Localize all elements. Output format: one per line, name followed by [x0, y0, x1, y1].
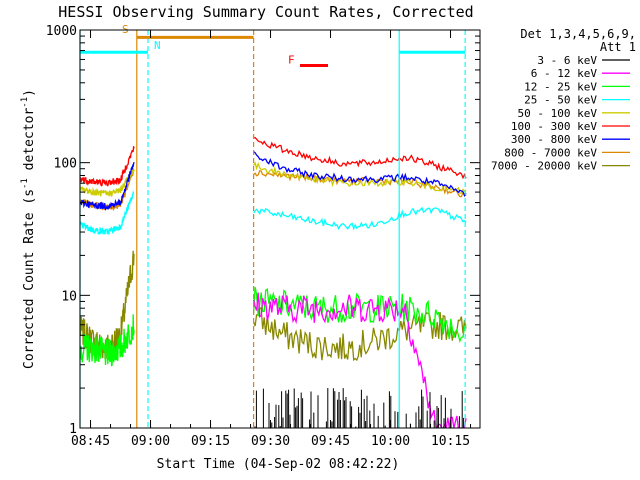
- vertical-markers: [79, 30, 466, 428]
- series-line-6-12-kev-seg2: [252, 292, 467, 428]
- y-tick-label-2: 100: [54, 157, 77, 172]
- legend-header-line1: Det 1,3,4,5,6,9,: [520, 27, 636, 41]
- y-tick-label-1: 10: [61, 289, 77, 304]
- attenuator-bars: N S F: [80, 23, 466, 68]
- series-line-100-300-kev-seg2: [253, 136, 467, 180]
- legend-label-2: 12 - 25 keV: [524, 80, 597, 93]
- series-line-7000-20000-kev-seg2: [252, 306, 467, 362]
- legend-label-4: 50 - 100 keV: [518, 107, 598, 120]
- legend-label-1: 6 - 12 keV: [531, 67, 598, 80]
- x-tick-label-1: 09:00: [131, 434, 170, 449]
- series-line-50-100-kev-seg1: [80, 169, 135, 198]
- legend-label-7: 800 - 7000 keV: [504, 146, 597, 159]
- series-line-300-800-kev-seg1: [80, 162, 135, 211]
- x-tick-label-2: 09:15: [191, 434, 230, 449]
- series-line-50-100-kev-seg2: [253, 161, 467, 195]
- y-label-part3: ): [22, 89, 37, 97]
- y-tick-label-0: 1: [69, 422, 77, 437]
- x-tick-label-6: 10:15: [431, 434, 470, 449]
- series-line-25-50-kev-seg1: [80, 190, 135, 235]
- plot-frame: [79, 29, 481, 429]
- x-tick-label-4: 09:45: [311, 434, 350, 449]
- series-line-300-800-kev-seg2: [253, 151, 467, 198]
- legend-label-3: 25 - 50 keV: [524, 94, 597, 107]
- flag-label-f: F: [288, 53, 295, 66]
- series-line-12-25-kev-seg1: [80, 314, 135, 367]
- series-line-100-300-kev-seg1: [80, 146, 135, 187]
- series-layer: [80, 136, 467, 428]
- x-tick-label-5: 10:00: [371, 434, 410, 449]
- x-axis-label: Start Time (04-Sep-02 08:42:22): [157, 457, 400, 472]
- y-label-part1: Corrected Count Rate (s: [22, 189, 37, 369]
- legend-label-8: 7000 - 20000 keV: [491, 160, 597, 173]
- x-axis: 08:45 09:00 09:15 09:30 09:45 10:00 10:15: [71, 30, 472, 449]
- y-tick-label-3: 1000: [46, 24, 77, 39]
- flag-label-s: S: [122, 23, 129, 36]
- y-label-sup1: -1: [20, 178, 30, 189]
- y-label-part2: detector: [22, 108, 37, 179]
- flag-label-n: N: [154, 39, 161, 52]
- series-line-3-6-kev-spikes: [254, 388, 465, 428]
- legend-label-6: 300 - 800 keV: [511, 133, 597, 146]
- x-tick-label-3: 09:30: [251, 434, 290, 449]
- series-line-25-50-kev-seg2: [253, 206, 467, 231]
- x-tick-label-0: 08:45: [71, 434, 110, 449]
- y-axis-label: Corrected Count Rate (s-1 detector-1): [20, 89, 37, 369]
- y-label-sup2: -1: [20, 97, 30, 108]
- chart-title: HESSI Observing Summary Count Rates, Cor…: [58, 3, 473, 21]
- legend-header-line2: Att 1: [600, 40, 636, 54]
- legend-label-5: 100 - 300 keV: [511, 120, 597, 133]
- y-axis: 1 10 100 1000: [46, 24, 480, 437]
- legend-label-0: 3 - 6 keV: [537, 54, 597, 67]
